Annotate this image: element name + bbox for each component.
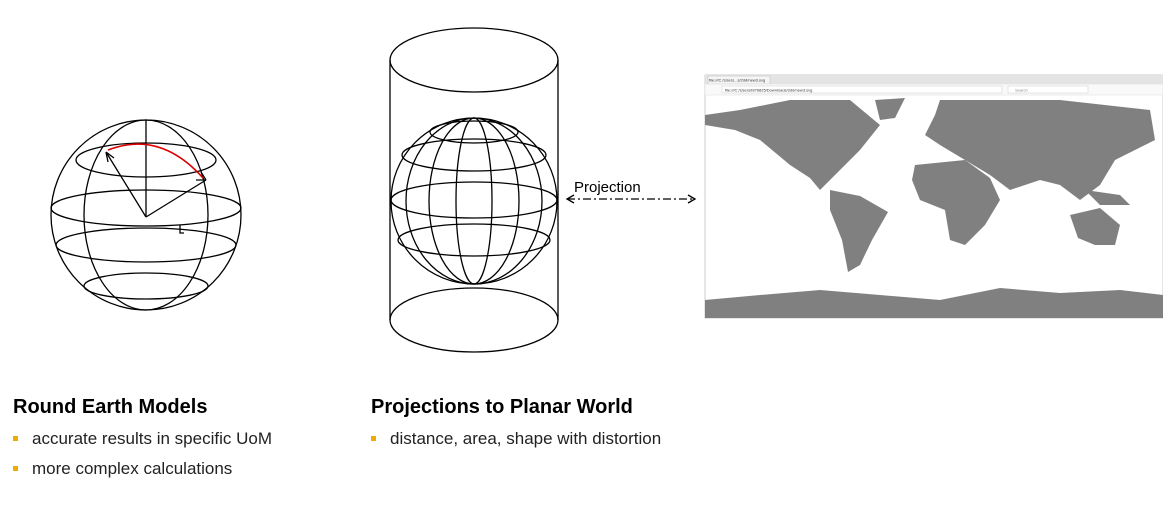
cylinder-globe xyxy=(389,27,559,353)
browser-window xyxy=(704,74,1163,319)
browser-url: file:///C:/Users/I876825/Downloads/2dd/n… xyxy=(725,88,812,93)
arrow-label: Projection xyxy=(574,179,641,196)
bullet: accurate results in specific UoM xyxy=(13,429,272,449)
bullet: distance, area, shape with distortion xyxy=(371,429,661,449)
world-map xyxy=(705,98,1163,318)
browser-tab: file:///C:/Users...s/2dd/new3.svg xyxy=(709,78,765,83)
bullet: more complex calculations xyxy=(13,459,232,479)
projection-arrow xyxy=(565,194,697,204)
heading: Round Earth Models xyxy=(13,396,208,418)
browser-search: Search xyxy=(1015,88,1028,93)
heading: Projections to Planar World xyxy=(371,396,633,418)
round-globe xyxy=(50,119,242,311)
